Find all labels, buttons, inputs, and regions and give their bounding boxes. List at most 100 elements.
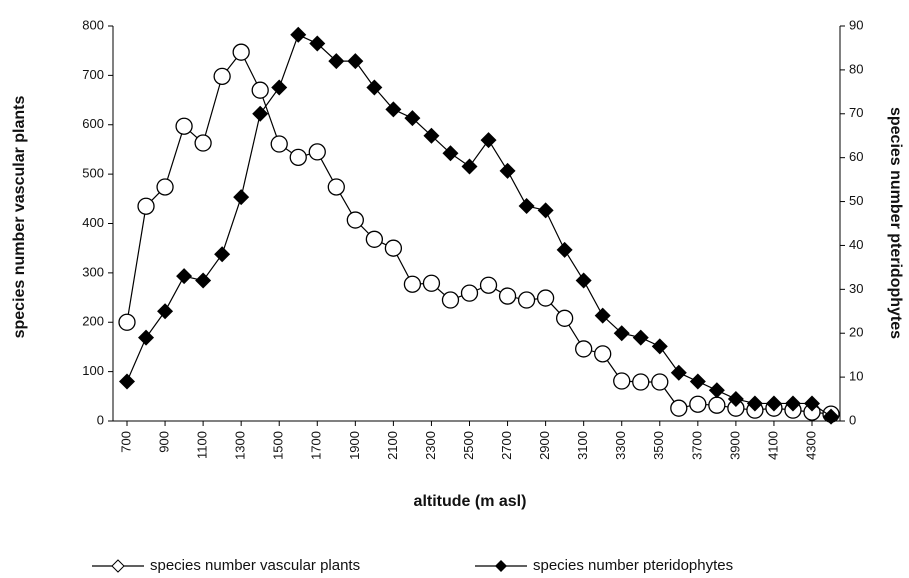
point — [423, 127, 440, 144]
point — [138, 329, 155, 346]
y-tick-label: 800 — [82, 17, 104, 32]
y-tick-label: 700 — [82, 67, 104, 82]
point — [727, 391, 744, 408]
point — [480, 132, 497, 149]
point — [176, 268, 193, 285]
point — [385, 101, 402, 118]
point — [308, 143, 326, 161]
legend-label: species number vascular plants — [150, 557, 360, 574]
point — [442, 145, 459, 162]
series-line — [126, 33, 832, 418]
point — [632, 373, 650, 391]
y-tick-label: 200 — [82, 314, 104, 329]
point — [651, 373, 669, 391]
point — [479, 276, 498, 294]
y-tick-label: 0 — [97, 412, 104, 427]
point — [823, 408, 840, 425]
point — [270, 135, 288, 153]
x-tick-label: 1900 — [347, 431, 362, 460]
point — [613, 372, 631, 390]
point — [404, 110, 421, 127]
point — [289, 148, 307, 166]
point — [499, 162, 516, 179]
x-tick-label: 1700 — [309, 431, 324, 460]
point — [214, 246, 231, 263]
x-tick-label: 2100 — [385, 431, 400, 460]
x-tick-label: 2700 — [499, 431, 514, 460]
point — [366, 79, 383, 96]
point — [328, 53, 345, 70]
point — [271, 79, 288, 96]
y2-tick-label: 0 — [849, 412, 856, 427]
x-tick-label: 2900 — [537, 431, 552, 460]
point — [309, 35, 326, 52]
legend-marker — [495, 560, 507, 572]
y2-tick-label: 20 — [849, 325, 863, 340]
x-tick-label: 1500 — [271, 431, 286, 460]
point — [346, 211, 364, 229]
point — [233, 189, 250, 206]
y-tick-label: 400 — [82, 215, 104, 230]
y-axis-title: species number vascular plants — [11, 95, 28, 339]
x-tick-label: 2500 — [461, 431, 476, 460]
point — [517, 291, 536, 309]
x-tick-label: 4100 — [765, 431, 780, 460]
point — [708, 396, 726, 414]
point — [689, 395, 707, 413]
point — [156, 178, 174, 196]
point — [689, 373, 706, 390]
x-axis-title: altitude (m asl) — [414, 493, 527, 510]
point — [670, 399, 688, 417]
legend-label: species number pteridophytes — [533, 557, 733, 574]
x-tick-label: 3500 — [651, 431, 666, 460]
point — [632, 329, 649, 346]
point — [175, 117, 193, 135]
legend-marker — [111, 559, 125, 573]
x-tick-label: 3700 — [689, 431, 704, 460]
point — [556, 241, 573, 258]
point — [119, 373, 135, 390]
point — [213, 67, 231, 86]
point — [518, 197, 535, 214]
x-tick-label: 2300 — [423, 431, 438, 460]
x-tick-label: 4300 — [803, 431, 818, 460]
y2-tick-label: 30 — [849, 281, 863, 296]
point — [594, 307, 611, 324]
y-tick-label: 600 — [82, 116, 104, 131]
point — [422, 274, 441, 292]
y2-tick-label: 80 — [849, 61, 863, 76]
point — [498, 287, 517, 305]
point — [327, 178, 345, 196]
y-tick-label: 500 — [82, 166, 104, 181]
point — [594, 345, 612, 363]
point — [461, 158, 478, 175]
x-tick-label: 700 — [118, 431, 133, 453]
point — [460, 284, 479, 302]
series-line — [126, 51, 832, 415]
point — [765, 395, 782, 412]
point — [651, 338, 668, 355]
point — [403, 275, 422, 293]
point — [384, 239, 403, 257]
x-tick-label: 1100 — [195, 431, 210, 459]
point — [613, 325, 630, 342]
point — [575, 272, 592, 289]
y2-tick-label: 70 — [849, 105, 863, 120]
point — [536, 289, 555, 307]
point — [251, 81, 269, 99]
y2-tick-label: 90 — [849, 17, 863, 32]
y-tick-label: 100 — [82, 363, 104, 378]
point — [555, 309, 574, 327]
x-tick-label: 900 — [156, 431, 171, 453]
x-tick-label: 1300 — [233, 431, 248, 460]
y2-axis-title: species number pteridophytes — [887, 106, 904, 340]
point — [365, 230, 384, 248]
point — [252, 105, 269, 122]
point — [441, 291, 460, 309]
point — [347, 53, 364, 70]
point — [575, 340, 593, 358]
y2-tick-label: 60 — [849, 149, 863, 164]
point — [290, 26, 307, 43]
